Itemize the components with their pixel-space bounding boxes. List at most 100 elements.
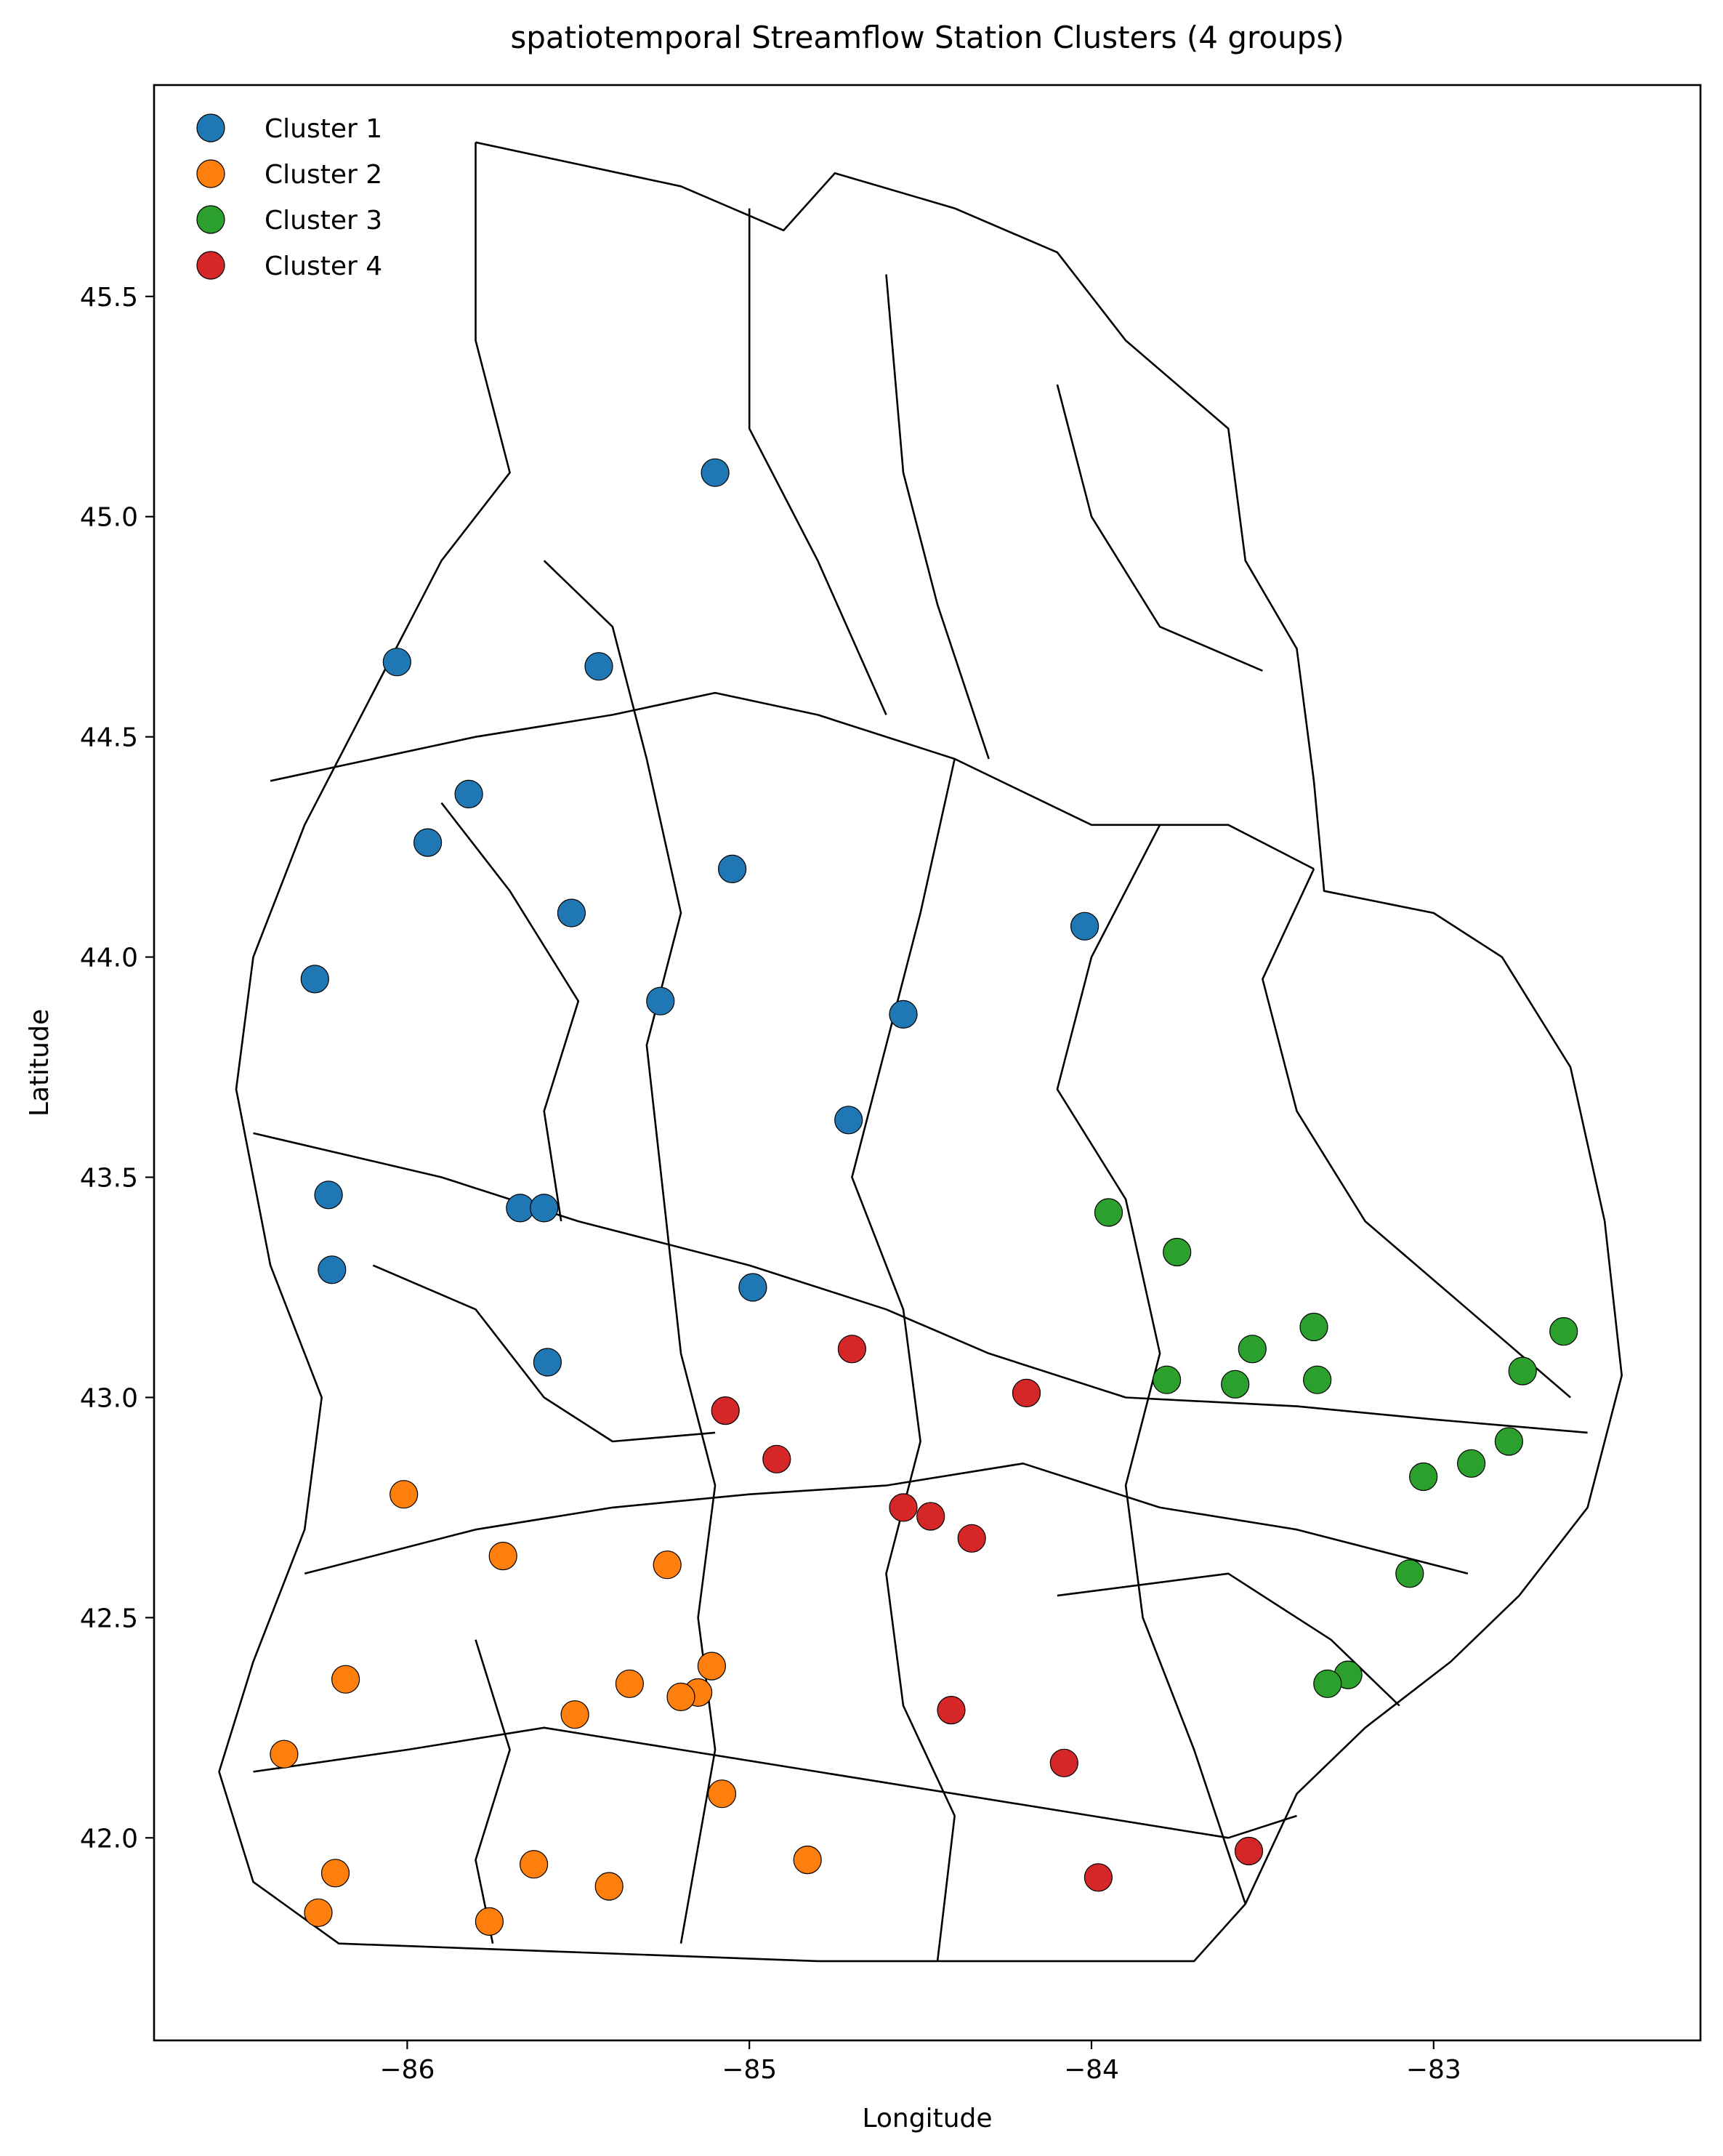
station-point-cluster-1 bbox=[889, 999, 918, 1029]
basin-boundary bbox=[748, 208, 887, 715]
station-point-cluster-1 bbox=[454, 779, 483, 809]
y-tick-label: 43.0 bbox=[80, 1383, 138, 1413]
basin-boundary bbox=[885, 274, 990, 760]
station-point-cluster-1 bbox=[382, 648, 411, 677]
y-axis-label: Latitude bbox=[25, 1009, 55, 1117]
basin-boundary bbox=[851, 758, 956, 1962]
station-point-cluster-3 bbox=[1313, 1669, 1342, 1698]
station-point-cluster-1 bbox=[646, 986, 675, 1015]
station-point-cluster-1 bbox=[738, 1273, 767, 1302]
basin-boundary bbox=[475, 1639, 511, 1944]
y-tick-label: 42.5 bbox=[80, 1604, 138, 1633]
station-point-cluster-1 bbox=[584, 652, 613, 681]
station-point-cluster-3 bbox=[1299, 1312, 1328, 1342]
station-point-cluster-1 bbox=[413, 828, 443, 857]
station-point-cluster-1 bbox=[530, 1194, 559, 1223]
station-point-cluster-2 bbox=[666, 1682, 695, 1711]
legend-label-cluster-2: Cluster 2 bbox=[265, 160, 382, 190]
station-point-cluster-2 bbox=[697, 1652, 727, 1681]
legend-marker-cluster-4 bbox=[196, 251, 225, 280]
legend-label-cluster-3: Cluster 3 bbox=[265, 206, 382, 236]
station-point-cluster-2 bbox=[519, 1850, 549, 1879]
station-point-cluster-3 bbox=[1163, 1237, 1192, 1267]
x-axis-label: Longitude bbox=[862, 2104, 992, 2133]
basin-boundary bbox=[1056, 824, 1247, 1904]
basin-boundary bbox=[253, 1726, 1297, 1839]
station-point-cluster-3 bbox=[1456, 1449, 1486, 1478]
station-point-cluster-4 bbox=[1012, 1378, 1041, 1408]
station-point-cluster-4 bbox=[957, 1524, 986, 1553]
station-point-cluster-2 bbox=[390, 1480, 419, 1509]
basin-boundary bbox=[1262, 868, 1571, 1399]
station-point-cluster-3 bbox=[1303, 1365, 1332, 1394]
station-point-cluster-1 bbox=[717, 854, 747, 884]
station-point-cluster-4 bbox=[1049, 1748, 1078, 1777]
y-tick-label: 44.5 bbox=[80, 723, 138, 753]
basin-boundary bbox=[270, 691, 1315, 870]
x-tick-label: −86 bbox=[379, 2055, 435, 2085]
legend-label-cluster-4: Cluster 4 bbox=[265, 252, 382, 281]
station-point-cluster-3 bbox=[1494, 1427, 1523, 1456]
station-point-cluster-4 bbox=[1234, 1836, 1264, 1866]
x-axis-ticks: −86 −85 −84 −83 bbox=[379, 2040, 1461, 2085]
station-point-cluster-1 bbox=[1070, 912, 1099, 941]
y-axis-ticks: 42.0 42.5 43.0 43.5 44.0 44.5 45.0 45.5 bbox=[80, 283, 154, 1854]
chart-title: spatiotemporal Streamflow Station Cluste… bbox=[510, 20, 1344, 55]
x-tick-label: −83 bbox=[1406, 2055, 1461, 2085]
station-point-cluster-1 bbox=[506, 1194, 535, 1223]
station-point-cluster-3 bbox=[1094, 1198, 1123, 1227]
legend-label-cluster-1: Cluster 1 bbox=[265, 114, 382, 144]
station-point-cluster-2 bbox=[653, 1550, 682, 1580]
station-points bbox=[270, 458, 1578, 1936]
basin-boundary bbox=[372, 1264, 716, 1443]
station-point-cluster-4 bbox=[889, 1493, 918, 1522]
station-point-cluster-3 bbox=[1395, 1559, 1424, 1588]
station-point-cluster-2 bbox=[707, 1779, 737, 1809]
station-point-cluster-2 bbox=[331, 1665, 360, 1694]
station-point-cluster-2 bbox=[615, 1669, 645, 1698]
station-point-cluster-2 bbox=[793, 1846, 822, 1875]
basin-boundary bbox=[440, 802, 580, 1222]
x-tick-label: −84 bbox=[1064, 2055, 1119, 2085]
plot-frame bbox=[153, 84, 1702, 2042]
station-point-cluster-4 bbox=[762, 1444, 791, 1473]
station-point-cluster-2 bbox=[304, 1898, 333, 1927]
basin-boundary bbox=[1057, 1572, 1400, 1707]
station-point-cluster-2 bbox=[270, 1739, 299, 1769]
station-point-cluster-4 bbox=[711, 1396, 740, 1425]
station-point-cluster-1 bbox=[701, 458, 730, 487]
station-point-cluster-3 bbox=[1152, 1365, 1182, 1394]
basin-boundary bbox=[218, 141, 1623, 1963]
station-point-cluster-1 bbox=[557, 898, 586, 928]
station-point-cluster-1 bbox=[533, 1348, 562, 1377]
y-tick-label: 42.0 bbox=[80, 1824, 138, 1854]
y-tick-label: 44.0 bbox=[80, 944, 138, 973]
station-point-cluster-3 bbox=[1508, 1356, 1537, 1385]
legend-marker-cluster-2 bbox=[196, 159, 225, 188]
station-point-cluster-2 bbox=[488, 1542, 517, 1571]
x-tick-label: −85 bbox=[722, 2055, 777, 2085]
station-point-cluster-2 bbox=[560, 1700, 589, 1729]
station-point-cluster-1 bbox=[318, 1255, 347, 1284]
station-point-cluster-3 bbox=[1238, 1335, 1267, 1364]
station-point-cluster-2 bbox=[320, 1859, 350, 1888]
station-point-cluster-4 bbox=[916, 1502, 945, 1531]
legend: Cluster 1 Cluster 2 Cluster 3 Cluster 4 bbox=[196, 113, 382, 281]
station-point-cluster-4 bbox=[937, 1696, 966, 1725]
station-point-cluster-4 bbox=[1084, 1863, 1113, 1892]
legend-marker-cluster-3 bbox=[196, 205, 225, 234]
y-tick-label: 43.5 bbox=[80, 1164, 138, 1194]
station-point-cluster-4 bbox=[837, 1335, 867, 1364]
station-point-cluster-3 bbox=[1409, 1462, 1438, 1492]
station-point-cluster-1 bbox=[834, 1106, 863, 1135]
station-point-cluster-1 bbox=[300, 965, 329, 994]
y-tick-label: 45.0 bbox=[80, 503, 138, 533]
station-point-cluster-3 bbox=[1221, 1369, 1250, 1399]
legend-marker-cluster-1 bbox=[196, 113, 225, 142]
basin-boundary bbox=[1056, 384, 1263, 672]
station-point-cluster-1 bbox=[314, 1180, 343, 1210]
y-tick-label: 45.5 bbox=[80, 283, 138, 313]
station-point-cluster-2 bbox=[475, 1907, 504, 1936]
